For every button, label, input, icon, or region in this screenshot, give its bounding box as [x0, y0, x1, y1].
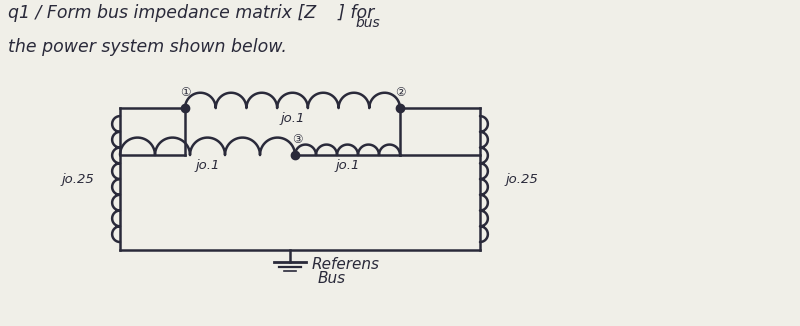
Text: bus: bus: [355, 16, 380, 30]
Text: jo.1: jo.1: [335, 159, 360, 172]
Text: jo.25: jo.25: [506, 172, 538, 185]
Text: ②: ②: [394, 86, 406, 99]
Text: ③: ③: [292, 133, 302, 146]
Text: Bus: Bus: [318, 271, 346, 286]
Text: Referens: Referens: [312, 257, 380, 272]
Text: ①: ①: [180, 86, 190, 99]
Text: jo.1: jo.1: [195, 159, 220, 172]
Text: jo.1: jo.1: [280, 112, 305, 125]
Text: jo.25: jo.25: [62, 172, 94, 185]
Text: q1 / Form bus impedance matrix [Z    ] for: q1 / Form bus impedance matrix [Z ] for: [8, 4, 374, 22]
Text: the power system shown below.: the power system shown below.: [8, 38, 287, 56]
